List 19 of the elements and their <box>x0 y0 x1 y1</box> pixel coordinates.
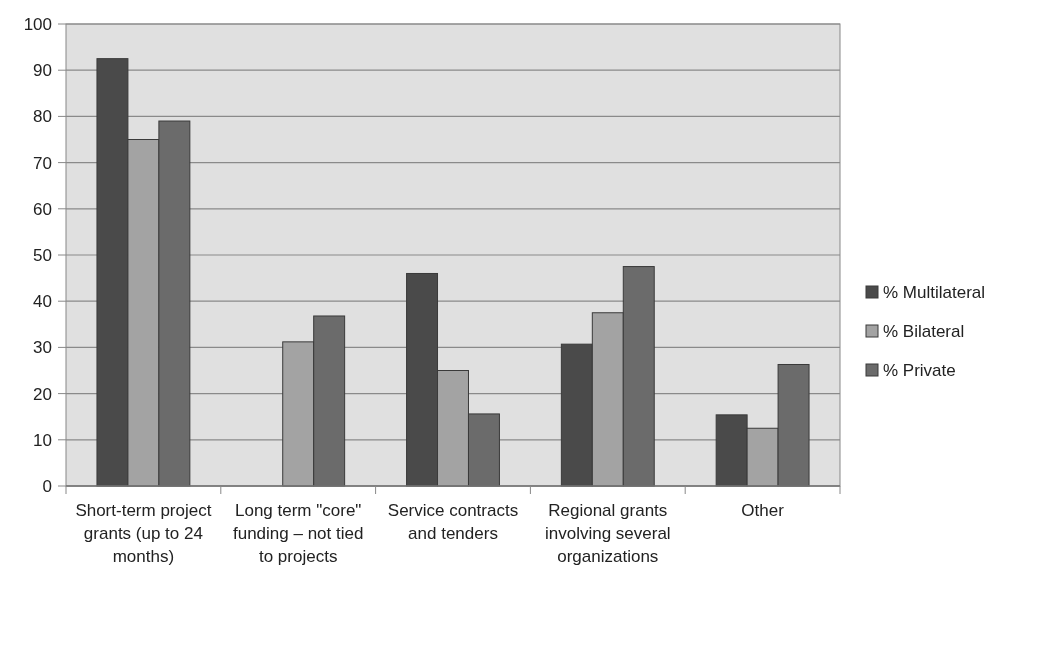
y-tick-label: 50 <box>33 245 52 265</box>
y-tick-label: 100 <box>23 14 52 34</box>
y-tick-label: 0 <box>42 476 52 496</box>
y-tick-label: 60 <box>33 199 52 219</box>
legend-label: % Private <box>883 360 956 380</box>
legend-label: % Bilateral <box>883 321 965 341</box>
y-tick-label: 70 <box>33 153 52 173</box>
y-tick-label: 90 <box>33 61 52 81</box>
x-tick-label: Regional grants involving several organizations <box>544 501 671 566</box>
y-tick-label: 10 <box>33 430 52 450</box>
y-tick-label: 80 <box>33 107 52 127</box>
legend-label: % Multilateral <box>883 282 986 302</box>
x-tick-label: Short-term project grants (up to 24 months) <box>75 501 212 566</box>
y-tick-label: 40 <box>33 292 52 312</box>
x-tick-label: Service contracts and tenders <box>387 501 519 543</box>
y-tick-label: 30 <box>33 338 52 358</box>
x-tick-label: Other <box>741 501 785 520</box>
y-tick-label: 20 <box>33 384 52 404</box>
x-tick-label: Long term "core" funding – not tied to projects <box>232 501 364 566</box>
